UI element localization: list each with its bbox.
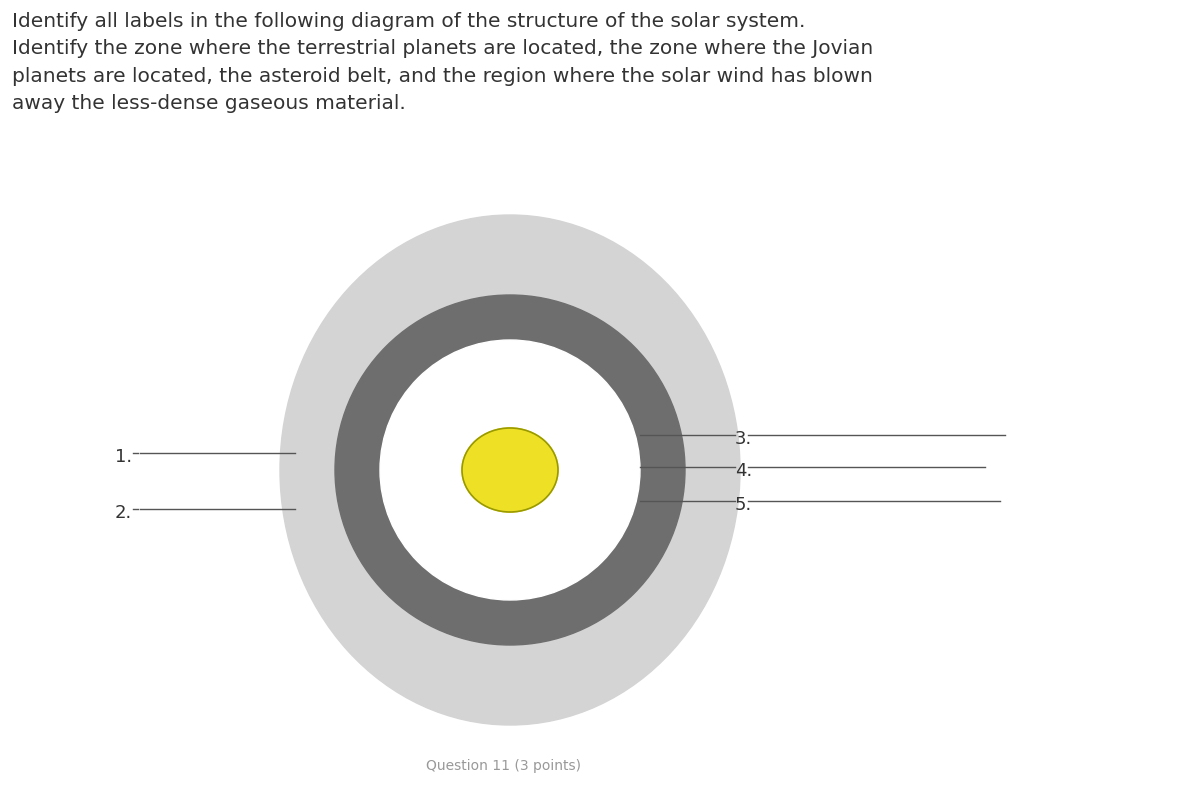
Text: 5.: 5.: [734, 496, 752, 514]
Text: Question 11 (3 points): Question 11 (3 points): [426, 759, 582, 773]
Text: 2.: 2.: [115, 504, 132, 522]
Text: 1.: 1.: [115, 448, 132, 466]
Ellipse shape: [280, 215, 740, 725]
Circle shape: [380, 340, 640, 600]
Text: 4.: 4.: [734, 462, 752, 480]
Ellipse shape: [462, 428, 558, 512]
Circle shape: [335, 295, 685, 645]
Text: Identify all labels in the following diagram of the structure of the solar syste: Identify all labels in the following dia…: [12, 12, 874, 113]
Text: 3.: 3.: [734, 430, 752, 448]
